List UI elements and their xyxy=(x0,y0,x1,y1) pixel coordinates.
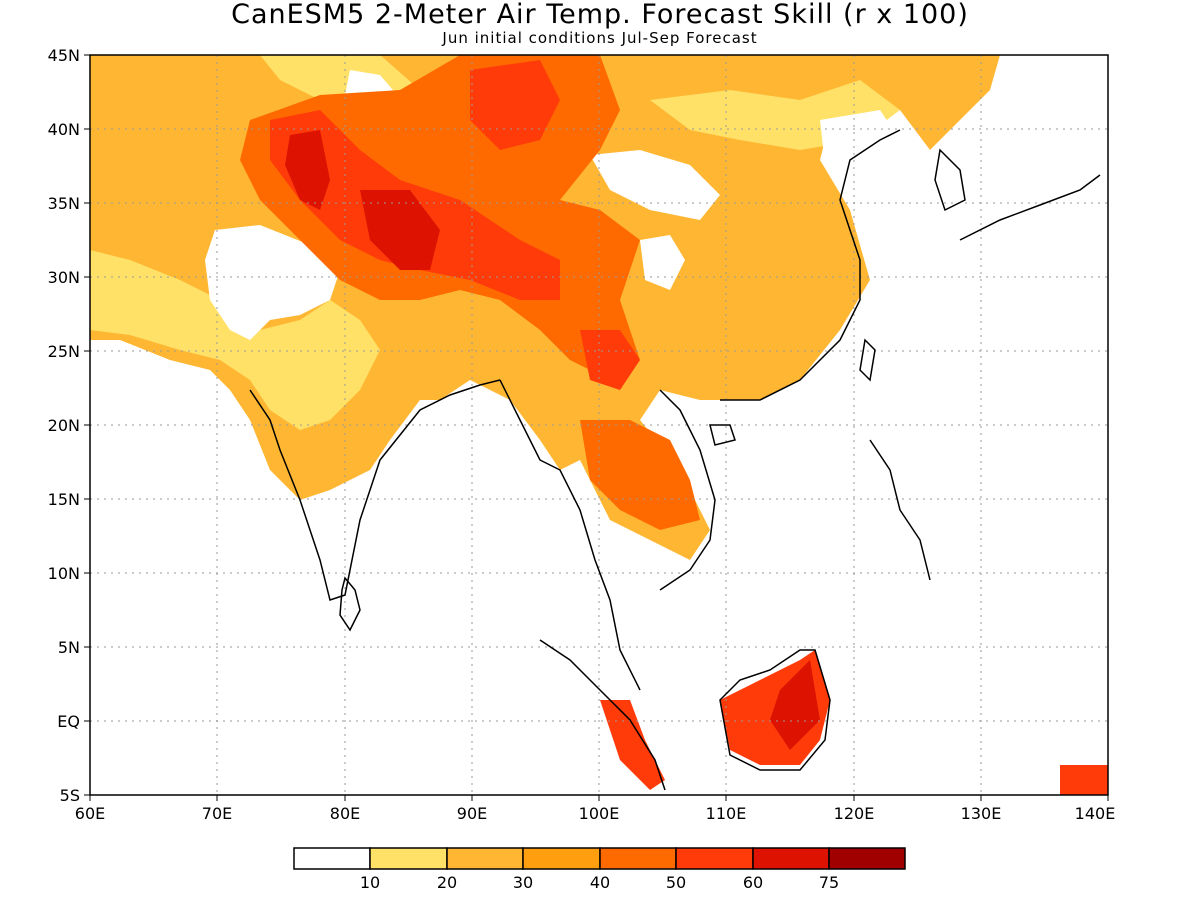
lon-label: 100E xyxy=(579,804,620,823)
colorbar-label: 40 xyxy=(590,873,610,892)
coastline-japan xyxy=(959,174,1101,241)
coastline-hainan xyxy=(709,424,736,446)
lat-label: 5S xyxy=(60,786,80,805)
lon-label: 70E xyxy=(202,804,232,823)
skill-region-deep-orange-se xyxy=(580,420,700,530)
lat-axis: 45N 40N 35N 30N 25N 20N 15N 10N 5N EQ 5S xyxy=(48,46,90,805)
lat-label: 30N xyxy=(48,268,80,287)
map-title: CanESM5 2-Meter Air Temp. Forecast Skill… xyxy=(231,0,969,30)
colorbar-label: 60 xyxy=(743,873,763,892)
skill-region-new-guinea xyxy=(1060,765,1108,795)
colorbar-swatch xyxy=(369,847,448,870)
skill-region-dark-red xyxy=(285,130,330,210)
skill-region-borneo-core xyxy=(770,660,820,750)
colorbar-swatch xyxy=(828,847,906,870)
lat-label: 5N xyxy=(58,638,80,657)
skill-region-white-tarim xyxy=(640,235,685,290)
lat-label: 15N xyxy=(48,490,80,509)
skill-region-white-india xyxy=(205,225,340,340)
lon-label: 110E xyxy=(706,804,747,823)
lat-label: 20N xyxy=(48,416,80,435)
colorbar-swatch xyxy=(293,847,371,870)
skill-region-red-north xyxy=(470,60,560,150)
lat-label: 45N xyxy=(48,46,80,65)
coastline-philippines xyxy=(869,439,931,581)
coastline-taiwan xyxy=(859,338,876,382)
coastline-sri-lanka xyxy=(339,576,361,632)
lat-label: 10N xyxy=(48,564,80,583)
skill-region-red-south xyxy=(580,330,640,390)
lon-label: 130E xyxy=(961,804,1002,823)
coastline-vietnam xyxy=(659,389,716,591)
lat-label: 25N xyxy=(48,342,80,361)
colorbar-label: 20 xyxy=(437,873,457,892)
coastline-indochina xyxy=(499,379,641,691)
map-subtitle: Jun initial conditions Jul-Sep Forecast xyxy=(442,29,758,47)
lon-label: 60E xyxy=(75,804,105,823)
colorbar-swatch xyxy=(675,847,754,870)
colorbar: 10 20 30 40 50 60 75 xyxy=(293,847,906,892)
colorbar-label: 50 xyxy=(666,873,686,892)
skill-region-light-west xyxy=(90,250,380,430)
coastline-india xyxy=(249,379,501,601)
skill-field xyxy=(90,55,1108,795)
lat-label: EQ xyxy=(57,712,80,731)
skill-region-white-east xyxy=(820,110,900,170)
colorbar-swatch xyxy=(599,847,677,870)
lon-label: 120E xyxy=(834,804,875,823)
skill-region-dark-red-tibet xyxy=(360,190,440,270)
coastline-borneo xyxy=(719,649,831,771)
lon-label: 80E xyxy=(330,804,360,823)
coastline-korea xyxy=(934,148,966,212)
colorbar-swatch xyxy=(752,847,830,870)
lon-label: 90E xyxy=(457,804,487,823)
colorbar-swatch xyxy=(522,847,601,870)
coastline-china xyxy=(720,129,901,401)
lat-label: 40N xyxy=(48,120,80,139)
skill-region-sumatra xyxy=(600,700,665,790)
grid-lines xyxy=(90,55,1108,795)
colorbar-swatch xyxy=(446,847,524,870)
lon-axis: 60E 70E 80E 90E 100E 110E 120E 130E 140E xyxy=(75,795,1116,823)
colorbar-label: 30 xyxy=(513,873,533,892)
colorbar-label: 75 xyxy=(819,873,839,892)
coastlines xyxy=(249,129,1101,791)
coastline-sumatra xyxy=(539,639,666,791)
skill-region-white-central xyxy=(590,150,720,220)
colorbar-label: 10 xyxy=(360,873,380,892)
lat-label: 35N xyxy=(48,194,80,213)
lon-label: 140E xyxy=(1075,804,1116,823)
